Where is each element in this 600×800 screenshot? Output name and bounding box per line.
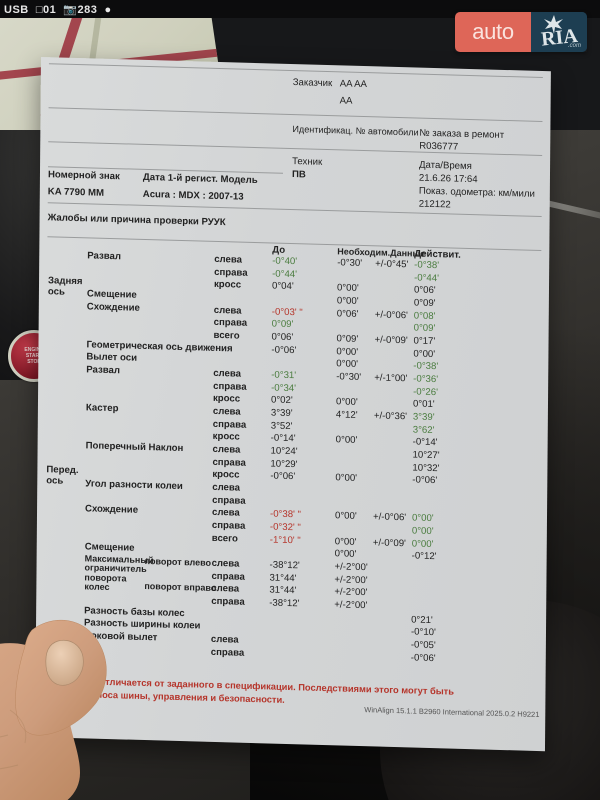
svg-text:.com: .com (568, 43, 581, 49)
